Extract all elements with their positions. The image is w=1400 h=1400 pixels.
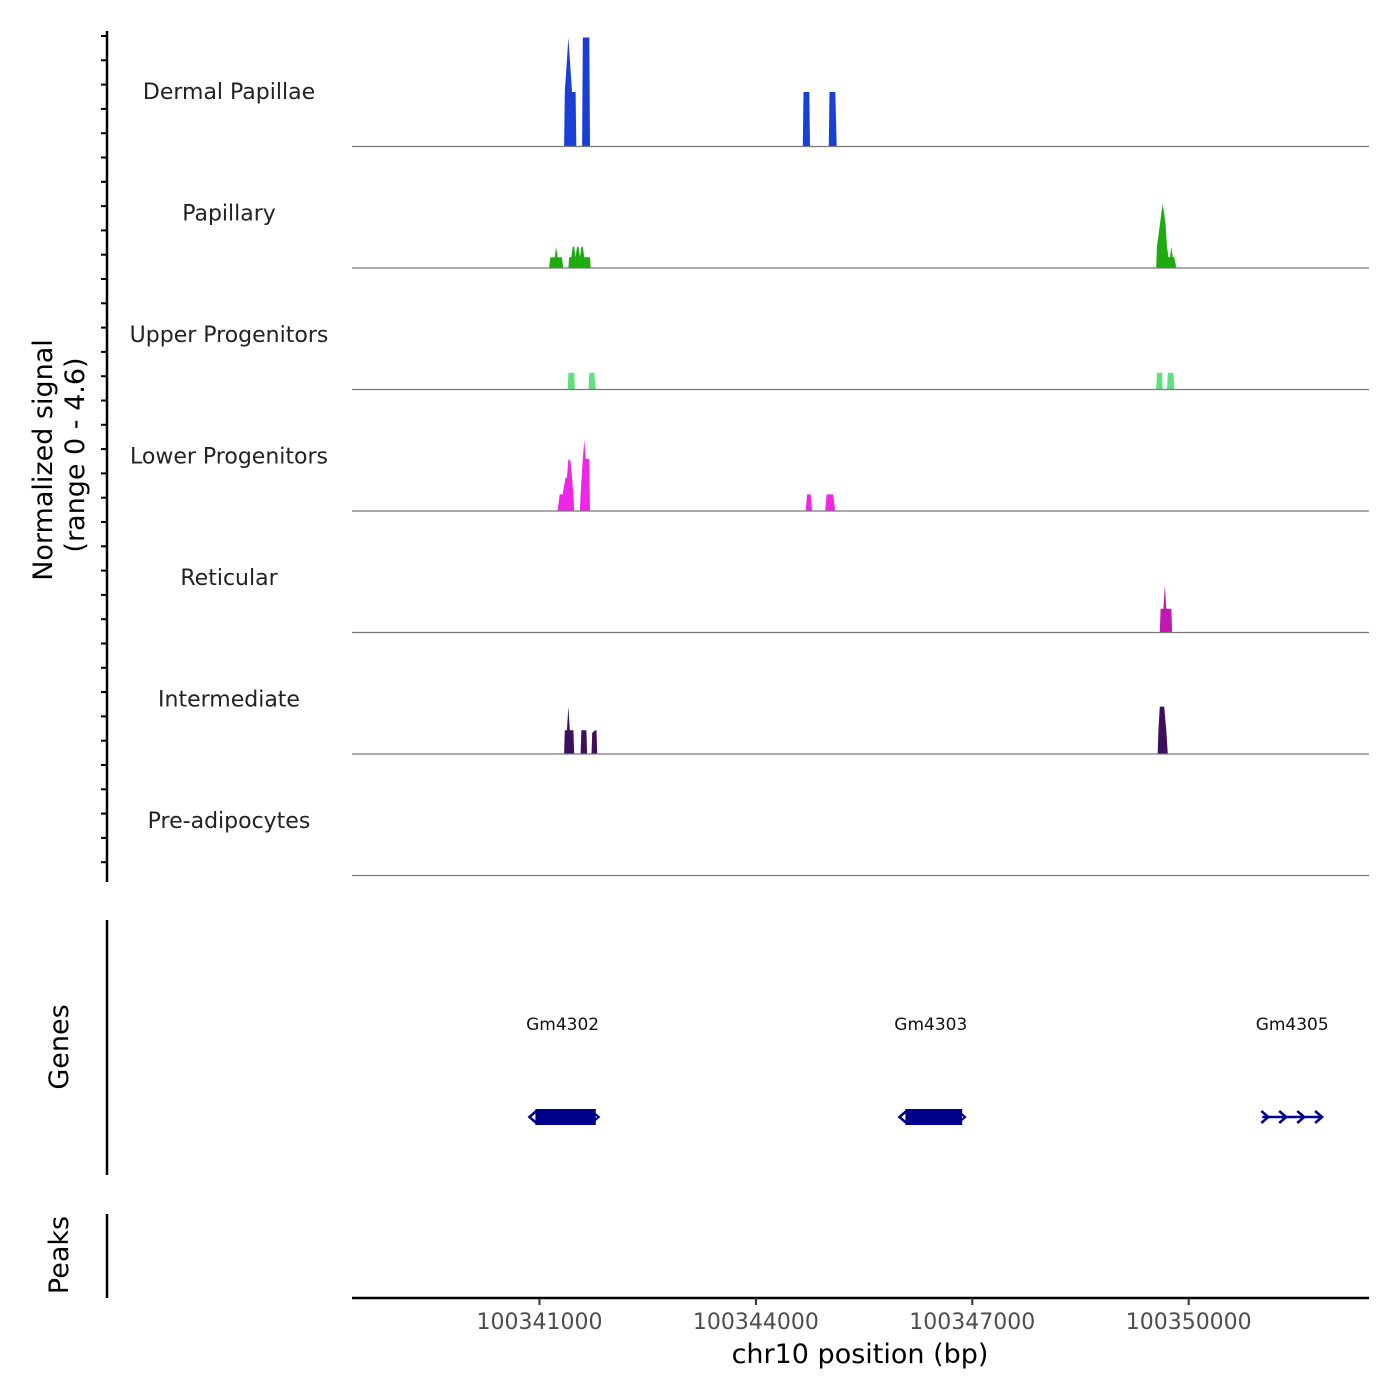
signal-peak — [828, 92, 837, 147]
gene-label: Gm4302 — [526, 1015, 599, 1035]
gene-label: Gm4303 — [894, 1015, 967, 1035]
gene-strand-arrow — [897, 1110, 908, 1124]
x-tick-label: 100344000 — [693, 1310, 819, 1335]
gene-strand-arrow — [527, 1110, 538, 1124]
signal-peak — [1159, 585, 1173, 633]
gene-strand-arrow — [1260, 1110, 1271, 1124]
signal-y-axis-ticks — [101, 35, 107, 864]
x-tick-label: 100350000 — [1126, 1310, 1252, 1335]
signal-peak — [591, 730, 598, 754]
signal-peak — [580, 730, 588, 754]
signal-peak — [805, 494, 813, 511]
signal-peak — [802, 92, 810, 147]
gene-annotations: Gm4302 Gm4303 Gm4305 — [526, 1015, 1329, 1125]
signal-peak — [567, 372, 575, 390]
gene-strand-arrow — [1278, 1110, 1289, 1124]
signal-peak — [1156, 204, 1177, 268]
gene-strand-arrow — [958, 1111, 967, 1123]
track-label: Pre-adipocytes — [148, 809, 311, 834]
gene-gm4302: Gm4302 — [526, 1015, 601, 1125]
track-lower-progenitors: Lower Progenitors — [130, 439, 1369, 512]
track-papillary: Papillary — [182, 202, 1369, 269]
track-label: Intermediate — [158, 688, 300, 713]
gene-gm4303: Gm4303 — [894, 1015, 967, 1125]
gene-exon — [905, 1109, 963, 1125]
signal-peak — [568, 246, 591, 268]
y-axis-title: Normalized signal — [28, 339, 59, 581]
signal-peak — [564, 37, 577, 147]
gene-label: Gm4305 — [1256, 1015, 1329, 1035]
signal-peak — [588, 372, 596, 390]
track-upper-progenitors: Upper Progenitors — [130, 323, 1369, 391]
signal-peak — [1157, 706, 1168, 754]
signal-peak — [579, 439, 590, 511]
signal-peak — [1156, 372, 1163, 390]
track-label: Dermal Papillae — [143, 80, 315, 105]
signal-peak — [548, 246, 564, 268]
genes-panel-title: Genes — [44, 1004, 75, 1089]
gene-gm4305: Gm4305 — [1256, 1015, 1329, 1124]
peaks-panel-title: Peaks — [44, 1216, 75, 1294]
coverage-tracks: Dermal Papillae Papillary Upper Progenitor… — [130, 37, 1369, 877]
gene-exon — [535, 1109, 596, 1125]
x-tick-label: 100341000 — [477, 1310, 603, 1335]
track-dermal-papillae: Dermal Papillae — [143, 37, 1369, 148]
gene-strand-arrow — [1314, 1110, 1325, 1124]
track-label: Papillary — [182, 202, 276, 227]
track-label: Reticular — [180, 566, 278, 591]
track-reticular: Reticular — [180, 566, 1369, 634]
gene-strand-arrow — [1296, 1110, 1307, 1124]
signal-peak — [564, 706, 575, 754]
track-label: Lower Progenitors — [130, 445, 328, 470]
x-tick-label: 100347000 — [909, 1310, 1035, 1335]
y-axis-range-label: (range 0 - 4.6) — [60, 357, 91, 552]
track-intermediate: Intermediate — [158, 688, 1369, 755]
gene-strand-arrow — [592, 1111, 601, 1123]
track-pre-adipocytes: Pre-adipocytes — [148, 809, 1369, 877]
x-axis-ticks: 100341000 100344000 100347000 100350000 — [477, 1298, 1252, 1335]
signal-peak — [1167, 372, 1175, 390]
track-label: Upper Progenitors — [130, 323, 329, 348]
signal-peak — [582, 37, 590, 147]
signal-peak — [557, 458, 575, 511]
signal-peak — [825, 494, 836, 511]
x-axis-title: chr10 position (bp) — [732, 1339, 989, 1370]
